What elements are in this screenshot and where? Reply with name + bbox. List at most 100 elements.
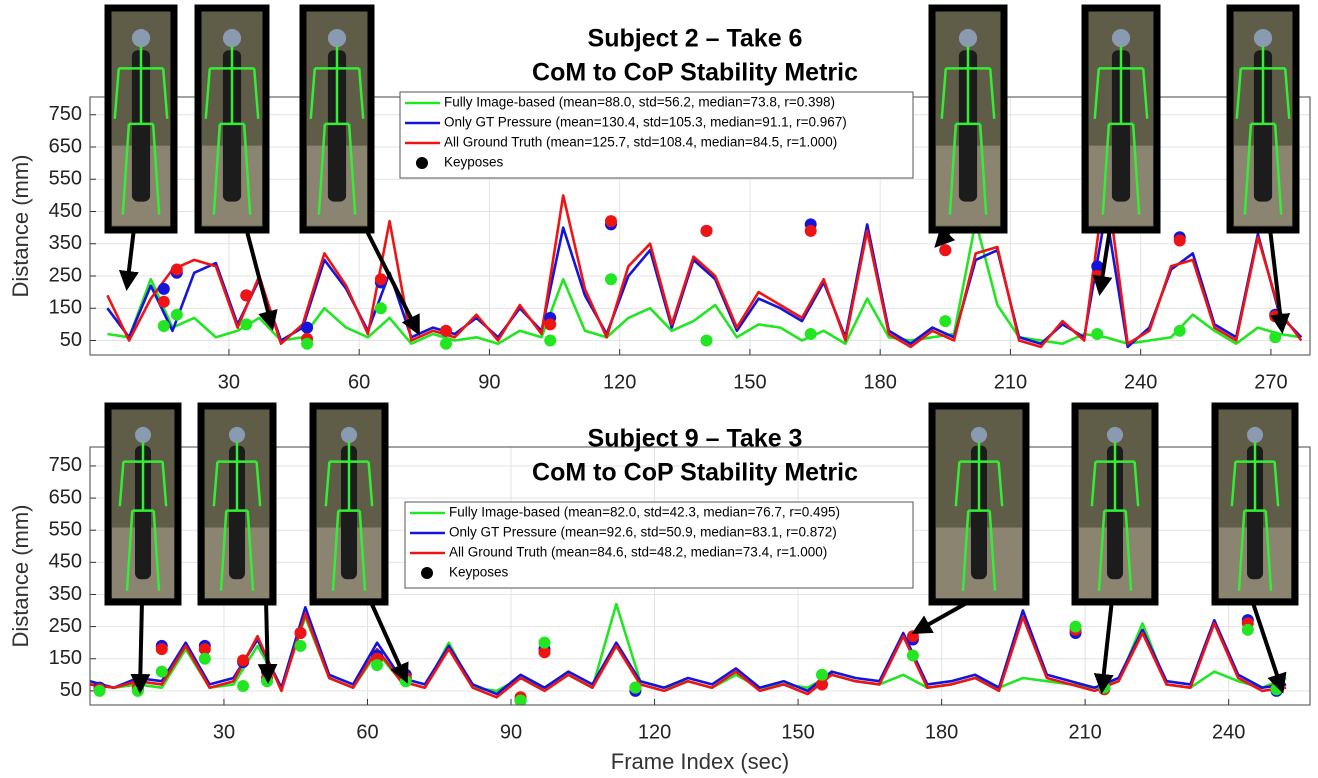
legend-label: Only GT Pressure (mean=92.6, std=50.9, m…: [449, 525, 837, 540]
figure-body: [1111, 50, 1131, 202]
y-tick-label: 450: [49, 551, 82, 573]
keypose-marker: [301, 321, 314, 334]
keypose-marker: [294, 627, 307, 640]
figure-body: [340, 445, 358, 580]
keypose-marker: [514, 694, 527, 705]
keypose-marker: [906, 649, 919, 662]
arrow: [130, 599, 151, 694]
legend-label: All Ground Truth (mean=84.6, std=48.2, m…: [449, 545, 827, 560]
legend-box: [404, 501, 914, 589]
x-tick-label: 240: [1124, 371, 1157, 393]
keypose-marker: [157, 282, 170, 295]
keypose-marker: [538, 636, 551, 649]
legend-label: Keyposes: [449, 565, 509, 580]
y-tick-label: 150: [49, 297, 82, 319]
x-tick-label: 120: [603, 371, 636, 393]
inset-photo: [928, 402, 1030, 606]
figure-head: [228, 426, 246, 443]
keypose-marker: [240, 289, 253, 302]
x-tick-label: 210: [1068, 721, 1101, 743]
skeleton: [1235, 46, 1291, 215]
y-tick-label: 650: [49, 486, 82, 508]
figure-body: [1253, 50, 1273, 202]
y-tick-label: 750: [49, 454, 82, 476]
inset-photo: [1081, 4, 1161, 234]
insets: [104, 4, 1300, 694]
keypose-marker: [816, 668, 828, 681]
x-tick-label: 240: [1212, 721, 1245, 743]
skeleton: [1090, 442, 1140, 591]
y-axis-label: Distance (mm): [8, 154, 33, 297]
skeleton: [940, 46, 996, 215]
keypose-marker: [240, 318, 253, 331]
keypose-marker: [157, 319, 170, 332]
inset-photo: [928, 4, 1008, 234]
y-tick-label: 550: [49, 168, 82, 190]
keypose-marker: [374, 273, 387, 286]
keypose-marker: [939, 244, 952, 257]
keypose-marker: [939, 315, 952, 328]
inset-photo: [1071, 402, 1159, 606]
x-tick-label: 60: [348, 371, 370, 393]
keypose-marker: [604, 273, 617, 286]
keypose-marker: [371, 659, 384, 672]
keypose-marker: [155, 643, 168, 656]
inset-photo: [1226, 4, 1300, 234]
figure-body: [958, 50, 978, 202]
keypose-marker: [1241, 623, 1254, 636]
inset-photo: [104, 402, 182, 606]
keypose-marker: [604, 215, 617, 228]
figure-head: [327, 29, 347, 48]
keypose-marker: [700, 224, 713, 237]
y-tick-label: 450: [49, 200, 82, 222]
keypose-marker: [440, 324, 453, 337]
x-tick-label: 150: [781, 721, 814, 743]
keypose-marker: [440, 337, 453, 350]
skeleton: [113, 46, 169, 215]
keypose-marker: [804, 328, 817, 341]
figure-body: [1106, 445, 1124, 580]
keypose-marker: [544, 334, 557, 347]
keypose-marker: [294, 639, 307, 652]
figure-head: [1246, 426, 1264, 443]
keypose-marker: [629, 681, 642, 694]
chart-subtitle: CoM to CoP Stability Metric: [532, 459, 858, 487]
keypose-marker: [170, 308, 183, 321]
x-tick-label: 90: [500, 721, 522, 743]
x-tick-label: 90: [478, 371, 500, 393]
axes-frame: [89, 446, 1311, 706]
keypose-marker: [700, 334, 713, 347]
keypose-marker: [198, 652, 211, 665]
figure-head: [340, 426, 358, 443]
inset-photo: [104, 4, 178, 234]
keypose-marker: [157, 295, 170, 308]
x-tick-label: 30: [213, 721, 235, 743]
skeleton: [1230, 442, 1280, 591]
y-tick-label: 50: [60, 679, 82, 701]
keypose-marker: [237, 680, 250, 693]
skeleton: [324, 442, 374, 591]
skeleton: [118, 442, 168, 591]
legend-label: Fully Image-based (mean=82.0, std=42.3, …: [449, 505, 840, 520]
series-group: [90, 602, 1287, 705]
figure-body: [222, 50, 242, 202]
keypose-marker: [237, 654, 250, 667]
y-tick-label: 750: [49, 103, 82, 125]
legend-label: Fully Image-based (mean=88.0, std=56.2, …: [444, 95, 835, 110]
figure-body: [228, 445, 246, 580]
y-tick-label: 350: [49, 583, 82, 605]
figure-head: [1253, 29, 1273, 48]
x-tick-label: 210: [994, 371, 1027, 393]
keypose-marker: [1069, 620, 1082, 633]
figure-head: [1111, 29, 1131, 48]
legend-label: Keyposes: [444, 155, 504, 170]
arrow: [1250, 599, 1287, 694]
skeleton: [212, 442, 262, 591]
chart-subtitle: CoM to CoP Stability Metric: [532, 59, 858, 87]
arrow: [257, 599, 278, 684]
keypose-marker: [1269, 331, 1282, 344]
y-tick-label: 250: [49, 615, 82, 637]
keypose-marker: [1091, 260, 1104, 273]
y-axis-label: Distance (mm): [8, 504, 33, 647]
y-tick-label: 350: [49, 232, 82, 254]
